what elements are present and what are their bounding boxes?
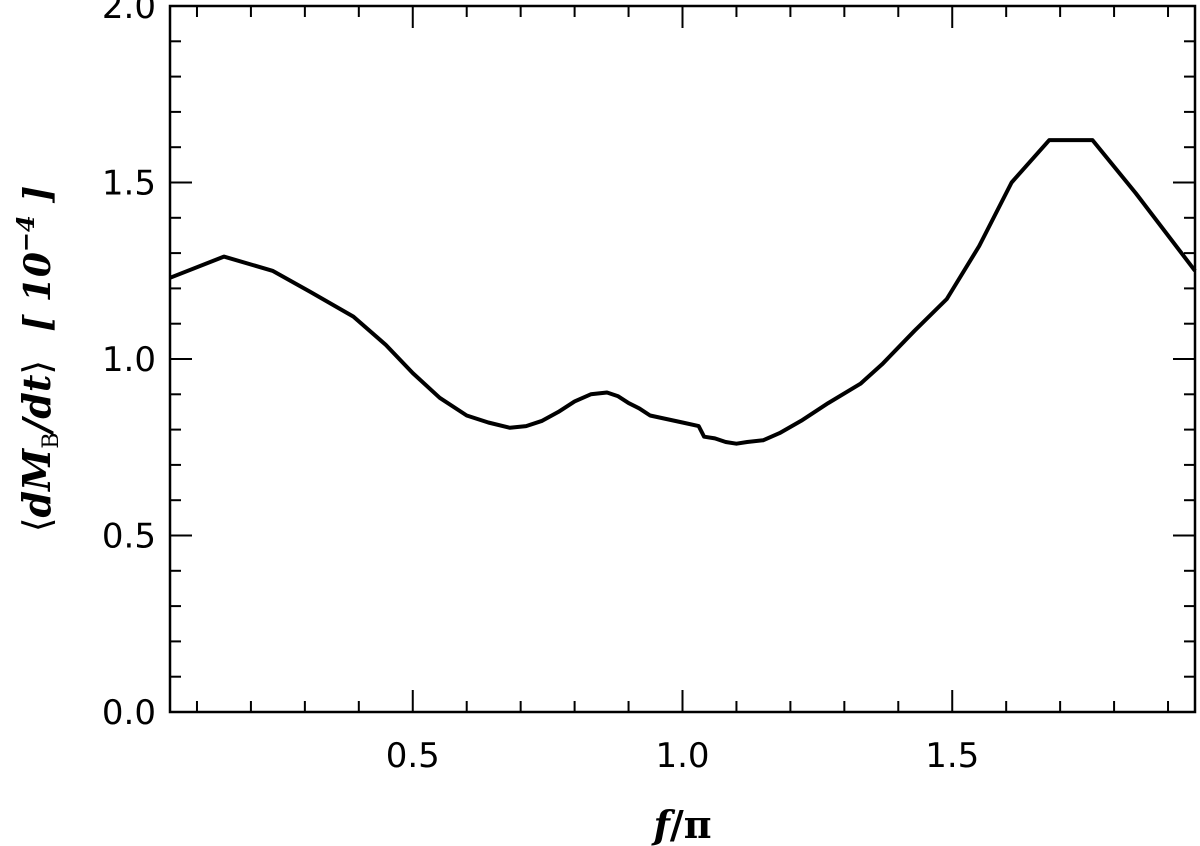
ticks-layer bbox=[170, 5, 1195, 713]
series-line bbox=[169, 138, 1197, 446]
x-tick-label: 1.5 bbox=[925, 736, 979, 776]
y-tick-label: 2.0 bbox=[102, 0, 156, 27]
y-axis-title: ⟨dMB/dt⟩[ 10−4 ] bbox=[11, 186, 64, 533]
x-axis-title: f/π bbox=[650, 802, 711, 846]
series-layer bbox=[169, 138, 1197, 446]
y-tick-label: 0.5 bbox=[102, 517, 156, 557]
svg-text:⟨dMB/dt⟩[ 10−4 ]: ⟨dMB/dt⟩[ 10−4 ] bbox=[11, 186, 64, 533]
y-tick-label: 1.0 bbox=[102, 340, 156, 380]
x-tick-label: 0.5 bbox=[386, 736, 440, 776]
tick-labels-layer: 0.5 1.0 1.5 0.0 0.5 1.0 1.5 2.0 bbox=[102, 0, 979, 776]
y-tick-label: 0.0 bbox=[102, 693, 156, 733]
y-tick-label: 1.5 bbox=[102, 164, 156, 204]
plot-frame bbox=[168, 4, 1197, 714]
x-tick-label: 1.0 bbox=[655, 736, 709, 776]
